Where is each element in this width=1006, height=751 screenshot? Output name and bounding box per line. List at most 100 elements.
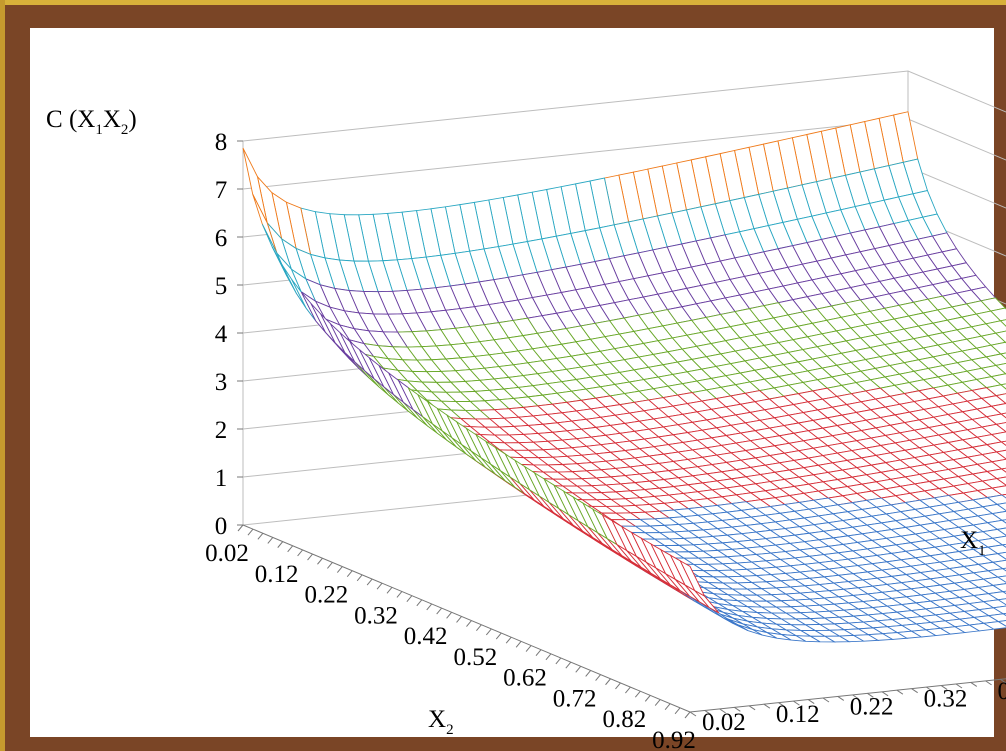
x2-minor-tick bbox=[674, 707, 681, 715]
x2-minor-tick bbox=[515, 641, 522, 648]
x1-tick-label: 0.22 bbox=[850, 693, 894, 720]
x1-minor-tick bbox=[852, 694, 859, 700]
x1-minor-tick bbox=[970, 682, 978, 687]
x1-minor-tick bbox=[704, 710, 712, 715]
z-axis-title-char: 2 bbox=[121, 122, 129, 138]
x1-tick-label: 0.02 bbox=[702, 709, 746, 736]
x2-minor-tick bbox=[644, 695, 651, 702]
x2-minor-tick bbox=[336, 566, 343, 573]
x2-tick-label: 0.72 bbox=[553, 685, 597, 712]
x2-minor-tick bbox=[376, 582, 383, 590]
x2-minor-tick bbox=[476, 624, 482, 632]
x2-tick-label: 0.22 bbox=[304, 582, 348, 609]
x2-minor-tick bbox=[485, 628, 492, 636]
x2-minor-tick bbox=[386, 587, 393, 594]
x2-minor-tick bbox=[237, 524, 244, 532]
x2-minor-tick bbox=[247, 528, 254, 536]
x2-minor-tick bbox=[535, 649, 542, 656]
x2-minor-tick bbox=[267, 537, 274, 544]
z-tick-label: 5 bbox=[215, 273, 228, 300]
z-tick-label: 0 bbox=[215, 513, 228, 540]
x1-minor-tick bbox=[763, 703, 771, 709]
z-axis-title-char: 1 bbox=[95, 122, 103, 138]
x2-tick-label: 0.82 bbox=[602, 706, 646, 733]
x1-minor-tick bbox=[926, 686, 933, 692]
x2-minor-tick bbox=[654, 699, 661, 706]
x2-tick-label: 0.52 bbox=[453, 644, 497, 671]
x1-minor-tick bbox=[911, 688, 918, 694]
x2-minor-tick bbox=[396, 591, 403, 598]
x1-minor-tick bbox=[1000, 678, 1006, 684]
x1-minor-tick bbox=[822, 697, 830, 703]
x1-tick-label: 0.42 bbox=[998, 678, 1006, 705]
x2-minor-tick bbox=[356, 574, 363, 582]
x2-minor-tick bbox=[545, 653, 552, 661]
x2-minor-tick bbox=[277, 541, 284, 548]
z-axis-title: C (X1X2) bbox=[46, 106, 137, 138]
x2-minor-tick bbox=[585, 670, 592, 677]
x1-tick-label: 0.32 bbox=[924, 686, 968, 713]
x2-minor-tick bbox=[366, 578, 373, 586]
x2-tick-label: 0.32 bbox=[354, 602, 398, 629]
x2-minor-tick bbox=[307, 553, 313, 561]
x2-minor-tick bbox=[495, 632, 502, 640]
x2-minor-tick bbox=[327, 562, 333, 569]
x2-minor-tick bbox=[664, 703, 671, 711]
x2-minor-tick bbox=[287, 545, 294, 553]
x2-tick-label: 0.92 bbox=[652, 727, 696, 751]
z-tick-label: 6 bbox=[215, 225, 228, 252]
x2-minor-tick bbox=[436, 607, 443, 615]
x1-minor-tick bbox=[719, 708, 726, 714]
z-tick-label: 4 bbox=[215, 321, 228, 348]
mesh-cell bbox=[679, 559, 706, 598]
x2-minor-tick bbox=[257, 532, 264, 540]
x1-minor-tick bbox=[734, 706, 741, 712]
x1-minor-tick bbox=[867, 692, 874, 698]
x2-tick-label: 0.12 bbox=[255, 561, 299, 588]
z-tick-label: 8 bbox=[215, 129, 228, 156]
x2-minor-tick bbox=[416, 599, 423, 607]
x2-minor-tick bbox=[634, 690, 641, 698]
z-tick-label: 2 bbox=[215, 417, 228, 444]
x1-minor-tick bbox=[748, 705, 756, 711]
x2-minor-tick bbox=[575, 665, 582, 673]
x2-axis-line bbox=[242, 524, 691, 713]
x2-minor-tick bbox=[525, 645, 532, 652]
x1-tick-label: 0.12 bbox=[776, 701, 820, 728]
x2-minor-tick bbox=[565, 661, 572, 669]
x1-minor-tick bbox=[689, 711, 697, 717]
x2-minor-tick bbox=[406, 595, 413, 602]
z-tick-label: 1 bbox=[215, 465, 228, 492]
surface-mesh bbox=[242, 111, 1006, 643]
x2-minor-tick bbox=[605, 678, 611, 686]
x2-tick-label: 0.62 bbox=[503, 665, 547, 692]
x1-minor-tick bbox=[955, 683, 963, 689]
x1-minor-tick bbox=[837, 696, 845, 701]
z-axis-title-char: C bbox=[46, 106, 63, 133]
x2-minor-tick bbox=[684, 711, 691, 719]
z-axis-title-char: X bbox=[77, 106, 95, 133]
x1-minor-tick bbox=[940, 685, 948, 690]
x2-tick-label: 0.02 bbox=[205, 540, 249, 567]
x1-minor-tick bbox=[778, 702, 785, 708]
x2-minor-tick bbox=[505, 636, 512, 644]
z-axis-title-char: X bbox=[103, 106, 121, 133]
x2-axis-title: X2 bbox=[428, 706, 454, 738]
x2-minor-tick bbox=[466, 620, 472, 627]
axis-ticks: 0123456780.020.120.220.320.420.520.620.7… bbox=[205, 129, 1006, 751]
x1-minor-tick bbox=[807, 699, 815, 704]
x2-minor-tick bbox=[625, 686, 631, 694]
x1-axis-line bbox=[689, 678, 1006, 713]
x2-minor-tick bbox=[346, 570, 353, 578]
x2-minor-tick bbox=[615, 682, 621, 690]
x2-minor-tick bbox=[297, 549, 303, 557]
x1-minor-tick bbox=[896, 689, 904, 695]
x2-minor-tick bbox=[456, 616, 462, 623]
z-axis-title-char: ( bbox=[69, 106, 77, 133]
x2-minor-tick bbox=[446, 611, 452, 619]
x2-minor-tick bbox=[555, 657, 562, 665]
z-tick-label: 3 bbox=[215, 369, 228, 396]
x2-minor-tick bbox=[426, 603, 433, 611]
x2-minor-tick bbox=[595, 674, 601, 681]
